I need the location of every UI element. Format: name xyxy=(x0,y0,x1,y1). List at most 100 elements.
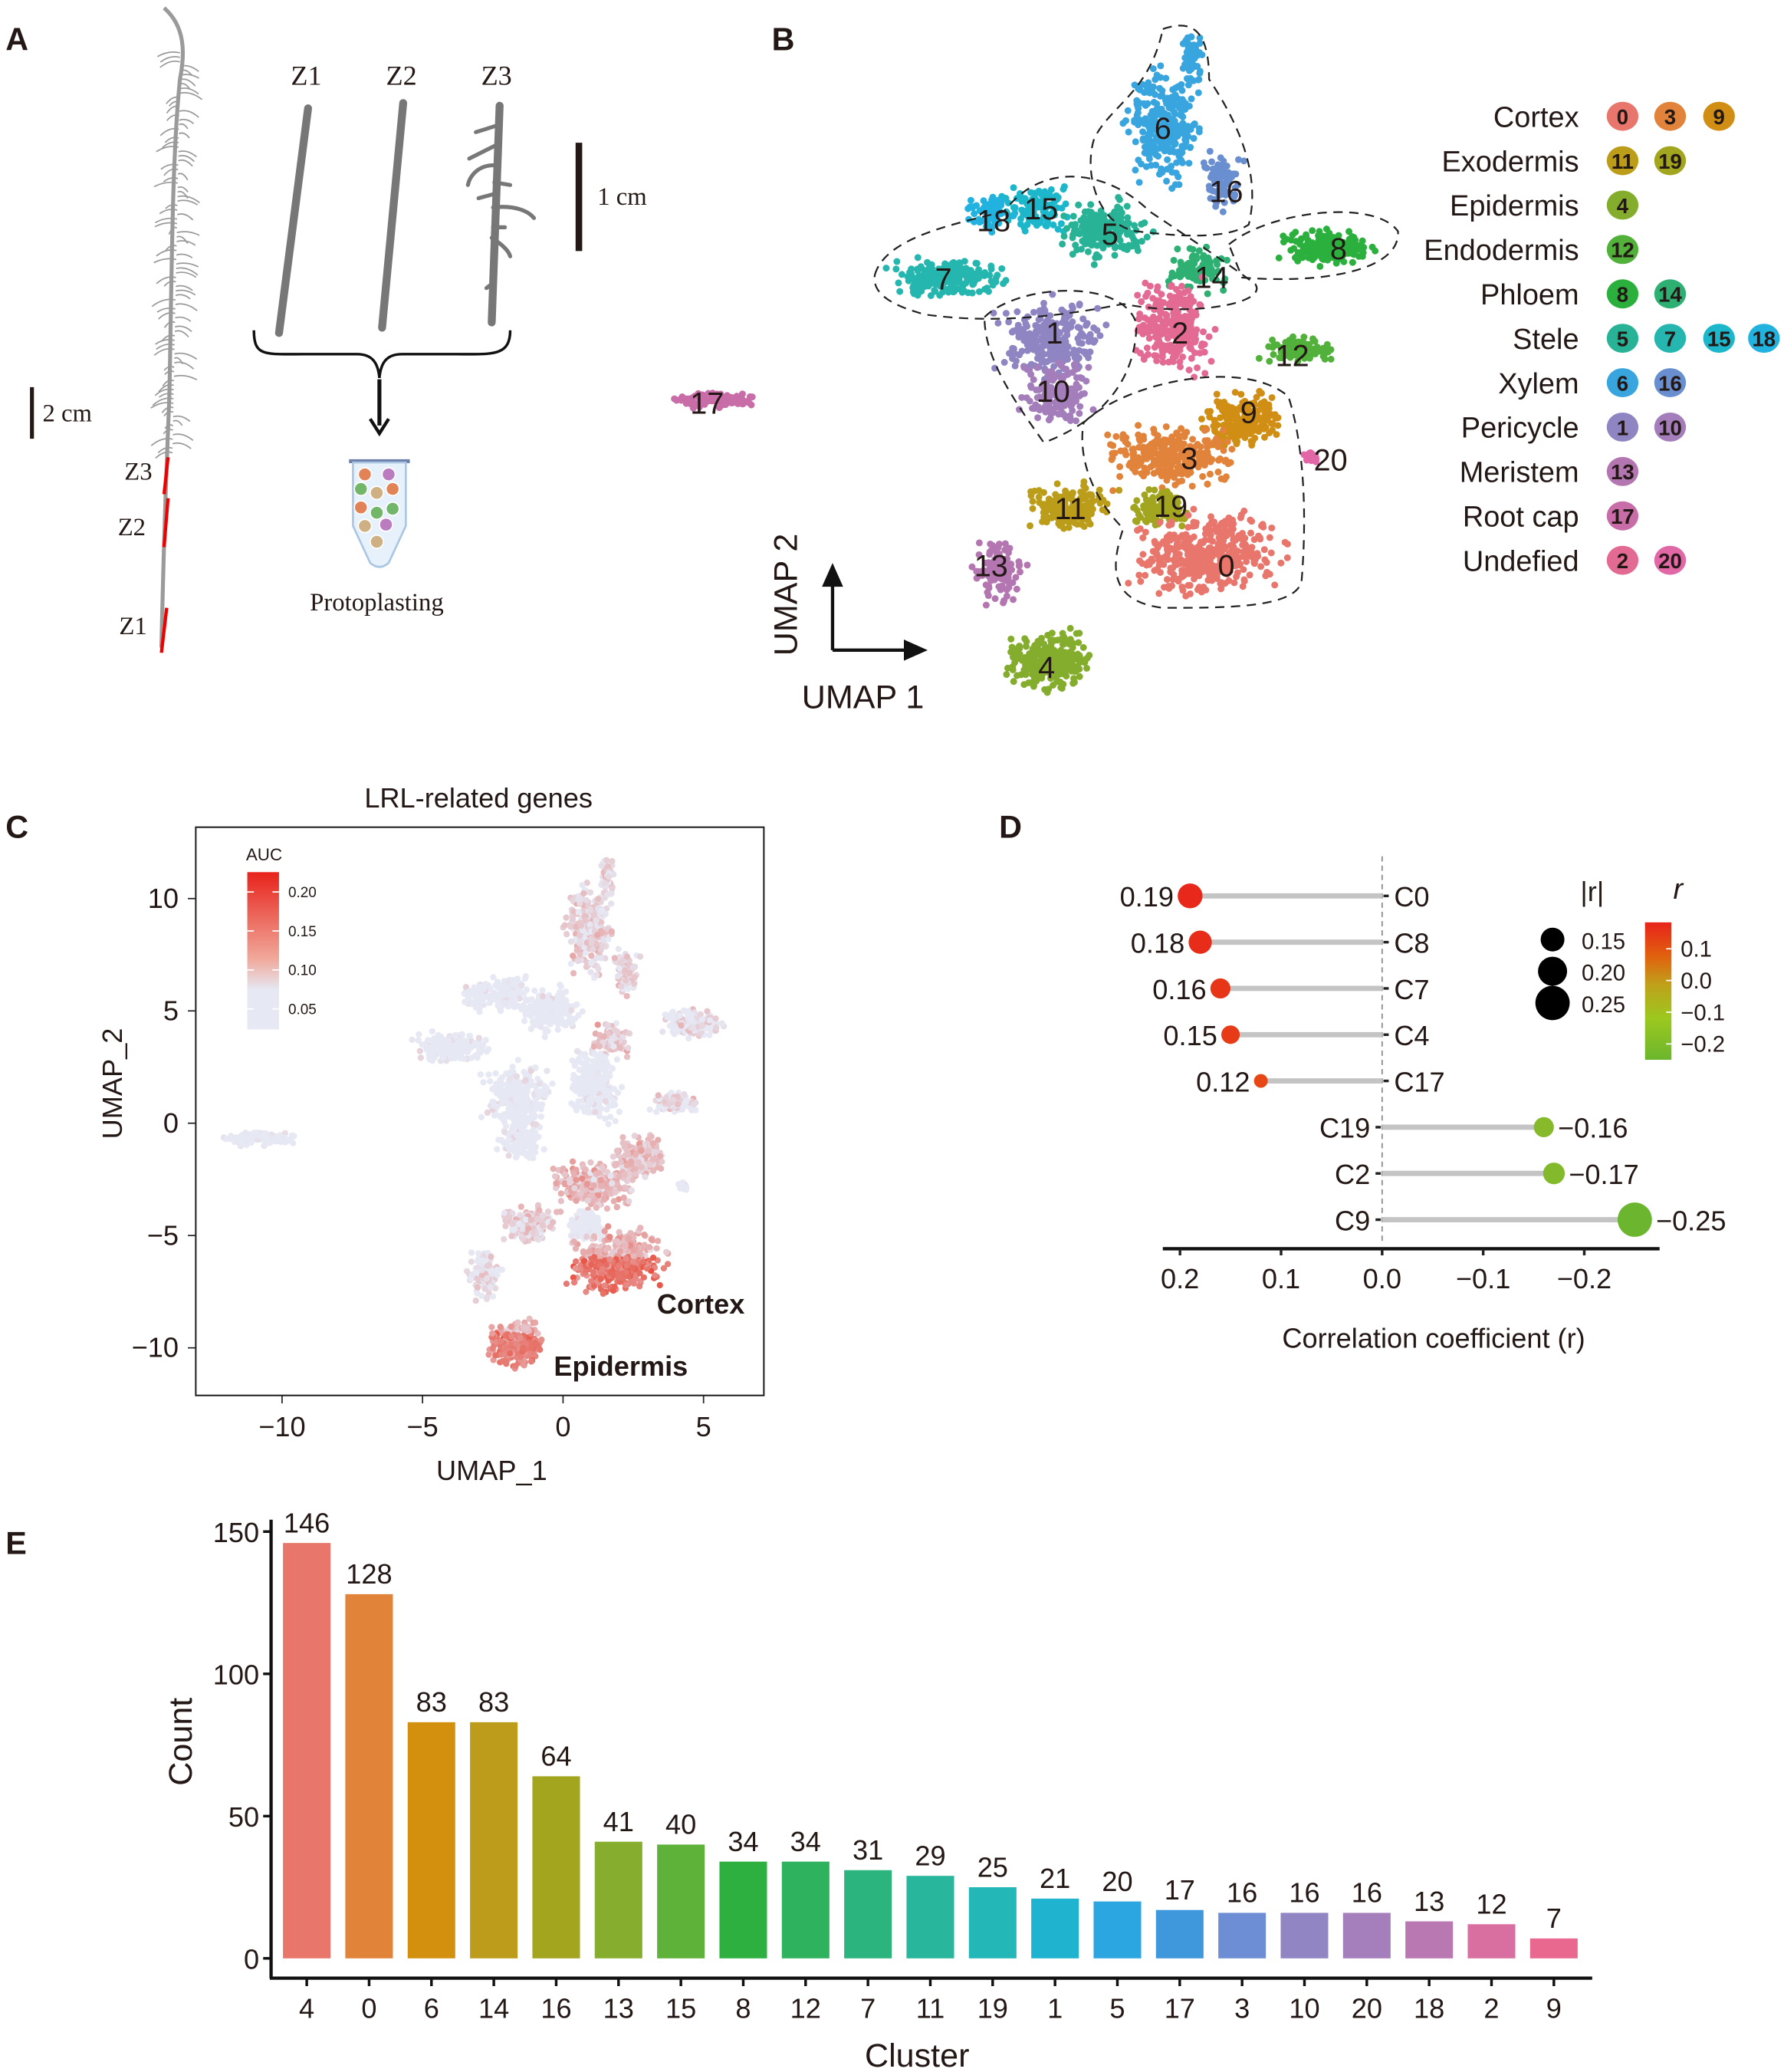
cell-point xyxy=(480,985,487,992)
cell-point xyxy=(1240,576,1248,584)
cell-point xyxy=(1290,245,1298,252)
cell-point xyxy=(1316,262,1324,270)
cell-point xyxy=(1189,245,1197,253)
cell-point xyxy=(577,952,583,959)
cell-point xyxy=(908,265,915,273)
cell-point xyxy=(1180,567,1188,575)
cell-point xyxy=(1056,663,1064,669)
cell-point xyxy=(618,959,625,966)
cluster-label: 5 xyxy=(1102,218,1119,252)
cell-point xyxy=(1042,408,1050,416)
cell-point xyxy=(1195,125,1203,133)
lateral-root xyxy=(175,289,196,296)
cell-point xyxy=(1216,176,1224,183)
cell-point xyxy=(1085,235,1092,243)
cell-point xyxy=(1224,530,1232,538)
cell-point xyxy=(991,595,999,603)
cell-point xyxy=(497,1008,504,1015)
cell-point xyxy=(1076,409,1083,417)
cell-point xyxy=(539,987,546,994)
lateral-root xyxy=(159,127,179,136)
cell-point xyxy=(1145,79,1152,87)
cell-point xyxy=(1070,228,1078,235)
cell-point xyxy=(1168,105,1175,113)
cell-point xyxy=(1160,342,1168,350)
cell-point xyxy=(1116,472,1124,480)
cell-point xyxy=(1193,548,1201,555)
cell-point xyxy=(1306,449,1313,457)
cell-point xyxy=(920,266,928,274)
cell-point xyxy=(1188,354,1195,362)
cell-point xyxy=(1194,76,1202,84)
cell-point xyxy=(1184,81,1192,89)
cell-point xyxy=(1144,100,1152,107)
cell-point xyxy=(1069,212,1077,220)
cell-point xyxy=(1169,124,1177,132)
cell-point xyxy=(1038,634,1046,642)
cell-point xyxy=(598,907,605,914)
cell-point xyxy=(1166,148,1174,156)
cell-point xyxy=(892,265,900,273)
cell-point xyxy=(1026,367,1033,374)
cell-point xyxy=(967,196,974,204)
cell-point xyxy=(980,206,987,213)
cell-point xyxy=(1292,229,1299,236)
cell-point xyxy=(1048,630,1056,637)
lateral-root xyxy=(164,136,179,143)
cluster-badge-label: 7 xyxy=(1664,327,1676,350)
lateral-root xyxy=(156,307,176,313)
lateral-root xyxy=(156,276,176,284)
arrow-up-icon xyxy=(822,563,843,587)
cell-point xyxy=(490,974,497,981)
lateral-root xyxy=(151,298,176,308)
cell-point xyxy=(608,900,615,907)
cell-point xyxy=(1030,308,1037,316)
lateral-root xyxy=(179,69,192,76)
cluster-label: 7 xyxy=(935,262,952,296)
cell-point xyxy=(1076,347,1083,354)
cell-point xyxy=(531,987,538,995)
lateral-root xyxy=(173,374,198,380)
cell-point xyxy=(1152,133,1160,140)
cell-point xyxy=(571,1002,578,1009)
cell-point xyxy=(1108,456,1115,463)
cell-point xyxy=(1244,551,1252,558)
cell-point xyxy=(1183,48,1191,56)
panel-a: A Z3 Z2 Z1 2 cm Z1 Z2 Z3 1 cm xyxy=(5,6,647,653)
cell-point xyxy=(530,1022,537,1029)
cell-type-label: Cortex xyxy=(1493,101,1579,133)
cell-point xyxy=(1114,203,1122,211)
cell-point xyxy=(1163,576,1171,584)
cell-point xyxy=(1198,415,1205,423)
cell-point xyxy=(539,992,547,1000)
cell-point xyxy=(1248,544,1256,551)
cell-point xyxy=(1176,273,1184,281)
cell-point xyxy=(1073,417,1080,425)
cell-point xyxy=(478,1047,485,1054)
cell-type-label: Meristem xyxy=(1460,457,1579,489)
cell-point xyxy=(1204,525,1211,532)
cell-type-label: Endodermis xyxy=(1424,235,1579,267)
cell-point xyxy=(1018,197,1026,205)
cell-point xyxy=(1149,443,1156,451)
cell-point xyxy=(1157,451,1165,459)
cell-point xyxy=(1107,441,1115,449)
lateral-root xyxy=(166,114,180,121)
cell-point xyxy=(599,942,606,949)
cell-point xyxy=(1194,89,1202,97)
zone-title: Z1 xyxy=(291,60,321,90)
lateral-root xyxy=(163,429,173,435)
cell-point xyxy=(1023,394,1030,402)
cell-point xyxy=(1042,510,1050,518)
lateral-root xyxy=(163,410,174,417)
cell-point xyxy=(1000,359,1008,366)
cell-point xyxy=(1200,328,1207,336)
cell-point xyxy=(1122,438,1129,446)
cell-point xyxy=(1200,159,1207,166)
cell-point xyxy=(1240,566,1247,574)
cell-point xyxy=(1086,652,1093,659)
cell-point xyxy=(927,292,935,299)
cell-point xyxy=(1221,199,1228,206)
cell-point xyxy=(1043,358,1051,366)
cell-point xyxy=(1187,535,1194,543)
